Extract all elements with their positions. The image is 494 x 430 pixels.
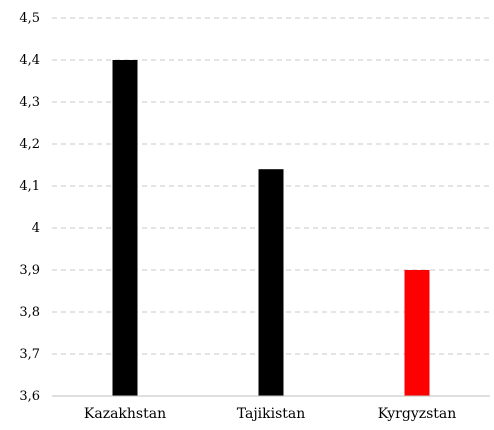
- y-tick-label: 4,2: [19, 137, 40, 152]
- bar-kyrgyzstan: [404, 270, 430, 396]
- x-tick-label: Kazakhstan: [84, 406, 166, 422]
- y-tick-label: 4,3: [19, 95, 40, 110]
- y-tick-label: 3,7: [19, 347, 40, 362]
- y-tick-label: 4: [32, 221, 40, 236]
- x-tick-label: Kyrgyzstan: [378, 406, 457, 422]
- y-tick-label: 4,1: [19, 179, 40, 194]
- y-tick-label: 3,6: [19, 389, 40, 404]
- bar-kazakhstan: [112, 60, 138, 396]
- y-tick-label: 3,9: [19, 263, 40, 278]
- y-tick-label: 4,4: [19, 53, 40, 68]
- y-axis-tick-labels: 3,6 3,7 3,8 3,9 4 4,1 4,2 4,3 4,4 4,5: [19, 11, 40, 404]
- x-axis-tick-labels: Kazakhstan Tajikistan Kyrgyzstan: [84, 406, 456, 422]
- y-tick-label: 4,5: [19, 11, 40, 26]
- y-tick-label: 3,8: [19, 305, 40, 320]
- bars: [112, 60, 430, 396]
- bar-tajikistan: [258, 169, 284, 396]
- x-tick-label: Tajikistan: [237, 406, 306, 422]
